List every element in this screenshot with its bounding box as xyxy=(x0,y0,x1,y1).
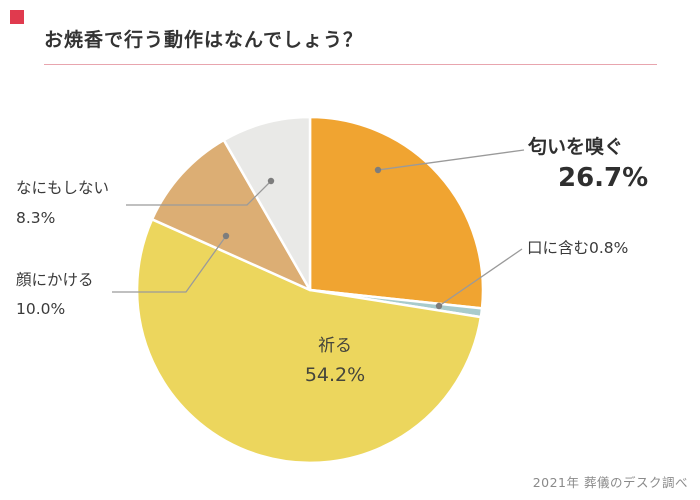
callout-mouth-label: 口に含む xyxy=(527,239,590,257)
callout-smell-label: 匂いを嗅ぐ xyxy=(528,136,624,158)
pie-slice-0 xyxy=(308,115,485,310)
page-title: お焼香で行う動作はなんでしょう？ xyxy=(44,29,364,51)
pie-slice-2 xyxy=(135,218,483,465)
callout-pray-percent: 54.2% xyxy=(304,364,366,386)
callout-nothing-label: なにもしない xyxy=(16,179,110,197)
leader-smell-dot xyxy=(374,166,382,174)
leader-smell-line xyxy=(377,149,525,171)
leader-nothing-dot xyxy=(267,177,275,185)
title-underline xyxy=(44,64,657,65)
source-note: 2021年 葬儀のデスク調べ xyxy=(532,475,688,490)
leader-face-dot xyxy=(222,232,230,240)
pie-slice-3 xyxy=(150,138,312,292)
callout-nothing-percent: 8.3% xyxy=(16,209,56,227)
leader-face-line xyxy=(112,235,227,293)
accent-square xyxy=(10,10,24,24)
callout-pray-label: 祈る xyxy=(318,336,352,356)
leader-nothing-line xyxy=(126,180,272,206)
callout-smell-percent: 26.7% xyxy=(558,163,649,193)
callout-mouth-percent: 0.8% xyxy=(589,239,629,257)
callout-face-label: 顔にかける xyxy=(16,271,94,289)
callout-face-percent: 10.0% xyxy=(16,300,66,318)
leader-mouth-dot xyxy=(435,302,443,310)
callout-mouth: 口に含む0.8% xyxy=(527,239,628,258)
pie-slice-4 xyxy=(222,115,312,292)
leader-mouth-line xyxy=(438,248,523,307)
